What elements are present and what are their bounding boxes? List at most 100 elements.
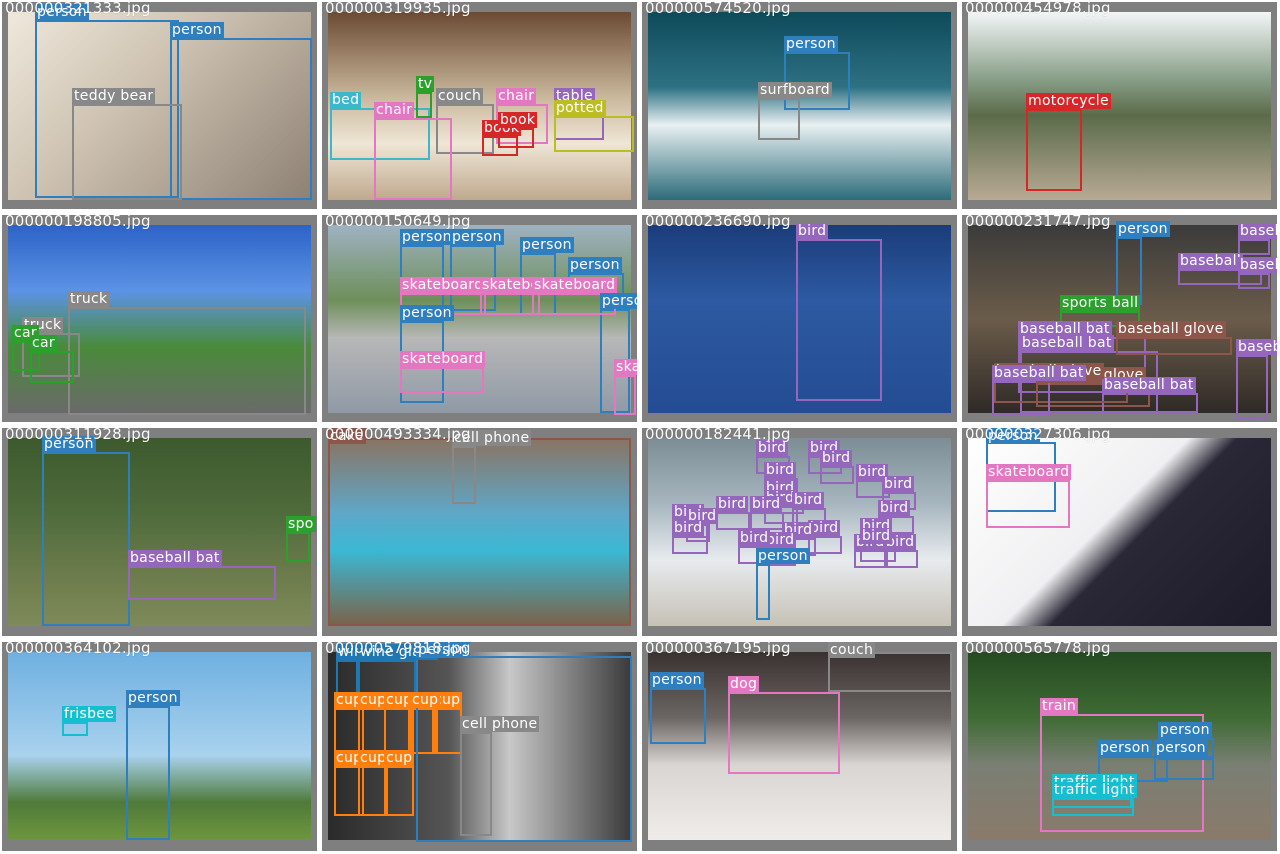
detection-label: baseball bat	[128, 550, 222, 566]
bounding-box	[758, 98, 800, 140]
bounding-box	[62, 722, 88, 736]
bounding-box	[1102, 393, 1198, 413]
image-tile[interactable]: 000000231747.jpgpersonbaseballbaseballba…	[962, 215, 1277, 422]
bounding-box	[35, 20, 179, 198]
bounding-box	[334, 766, 364, 816]
image-tile[interactable]: 000000321333.jpg person person teddy bear	[2, 2, 317, 209]
bounding-box	[820, 466, 854, 484]
detection-label: cell phone	[460, 716, 540, 732]
detection-label: skateboard	[532, 277, 618, 293]
bounding-box	[170, 38, 312, 200]
photo	[8, 652, 311, 840]
detection-label: baseball glove	[1116, 321, 1226, 337]
detection-label: dog	[728, 676, 760, 692]
detection-label: spo	[286, 516, 316, 532]
detection-label: baseball bat	[1102, 377, 1196, 393]
detection-label: skateboard	[986, 464, 1072, 480]
detection-label: bed	[330, 92, 362, 108]
detection-label: traffic light	[1052, 782, 1137, 798]
detection-label: train	[1040, 698, 1079, 714]
bounding-box	[672, 536, 708, 554]
image-tile[interactable]: 000000565778.jpg train person person person t…	[962, 642, 1277, 851]
bounding-box	[784, 52, 850, 110]
detection-label: person	[42, 436, 96, 452]
detection-label: frisbee	[62, 706, 117, 722]
bounding-box	[650, 688, 706, 744]
detection-label: surfboard	[758, 82, 832, 98]
image-tile[interactable]: 000000182441.jpg bird bird bird bird bird bird…	[642, 428, 957, 636]
image-tile[interactable]: 000000364102.jpg frisbee person	[2, 642, 317, 851]
detection-label: bird	[860, 528, 893, 544]
detection-label: bird	[672, 520, 705, 536]
image-tile[interactable]: 000000493334.jpg cake cell phone	[322, 428, 637, 636]
detection-label: person	[1158, 722, 1212, 738]
image-tile[interactable]: 000000574520.jpg person surfboard	[642, 2, 957, 209]
bounding-box	[128, 566, 276, 600]
bounding-box	[72, 104, 182, 200]
detection-label: chair	[374, 102, 415, 118]
detection-label: baseball	[1236, 339, 1277, 355]
bounding-box	[614, 375, 636, 415]
photo	[8, 12, 311, 200]
bounding-box	[374, 118, 452, 200]
photo	[8, 438, 311, 626]
image-filename: 000000364102.jpg	[5, 642, 151, 657]
bounding-box	[68, 307, 306, 415]
detection-label: bird	[716, 496, 749, 512]
bounding-box	[410, 708, 438, 754]
bounding-box	[1036, 383, 1150, 407]
detection-label: couch	[436, 88, 484, 104]
bounding-box	[828, 652, 952, 692]
detection-label: cup	[410, 692, 441, 708]
detection-label: skateboard	[400, 351, 486, 367]
image-tile[interactable]: 000000454978.jpg motorcycle	[962, 2, 1277, 209]
image-filename: 000000319935.jpg	[325, 2, 471, 17]
image-tile[interactable]: 000000319935.jpg bed tv couch chair chair tabl…	[322, 2, 637, 209]
bounding-box	[1236, 355, 1268, 419]
image-filename: 000000327306.jpg	[965, 428, 1111, 443]
bounding-box	[22, 333, 80, 377]
detection-label: person	[35, 4, 89, 20]
bounding-box	[480, 293, 540, 315]
bounding-box	[126, 706, 170, 840]
image-filename: 000000321333.jpg	[5, 2, 151, 17]
image-tile[interactable]: 000000150649.jpg person person person person…	[322, 215, 637, 422]
bounding-box	[796, 239, 882, 401]
detection-label: bird	[756, 440, 789, 456]
detection-label: couch	[828, 642, 876, 658]
detection-label: cup	[384, 692, 415, 708]
detection-label: cup	[334, 750, 365, 766]
image-tile[interactable]: 000000367195.jpg person dog couch	[642, 642, 957, 851]
bounding-box	[358, 766, 388, 816]
image-filename: 000000565778.jpg	[965, 642, 1111, 657]
image-tile[interactable]: 000000579818.jpg wine wine glass cup cup cup c…	[322, 642, 637, 851]
image-filename: 000000236690.jpg	[645, 215, 791, 230]
detection-label: bird	[856, 464, 889, 480]
detection-label: bird	[738, 530, 771, 546]
photo	[648, 225, 951, 413]
bounding-box	[1026, 109, 1082, 191]
image-filename: 000000493334.jpg	[325, 428, 471, 443]
bounding-box	[1238, 273, 1270, 289]
image-tile[interactable]: 000000198805.jpg truck truck car car	[2, 215, 317, 422]
image-filename: 000000574520.jpg	[645, 2, 791, 17]
image-filename: 000000150649.jpg	[325, 215, 471, 230]
detection-label: person	[450, 229, 504, 245]
image-tile[interactable]: 000000311928.jpg person baseball bat spo	[2, 428, 317, 636]
detection-label: cake	[328, 428, 366, 444]
bounding-box	[1238, 239, 1270, 255]
detection-label: tv	[416, 76, 435, 92]
image-filename: 000000231747.jpg	[965, 215, 1111, 230]
bounding-box	[554, 116, 634, 152]
detection-label: baseball bat	[1020, 335, 1114, 351]
bounding-box	[808, 536, 842, 554]
image-tile[interactable]: 000000327306.jpg person skateboard	[962, 428, 1277, 636]
detection-label: bird	[820, 450, 853, 466]
detection-label: person	[1154, 740, 1208, 756]
detection-label: cup	[334, 692, 365, 708]
detection-label: bird	[878, 500, 911, 516]
bounding-box	[384, 766, 414, 816]
bounding-box	[1154, 756, 1214, 780]
image-tile[interactable]: 000000236690.jpg bird	[642, 215, 957, 422]
